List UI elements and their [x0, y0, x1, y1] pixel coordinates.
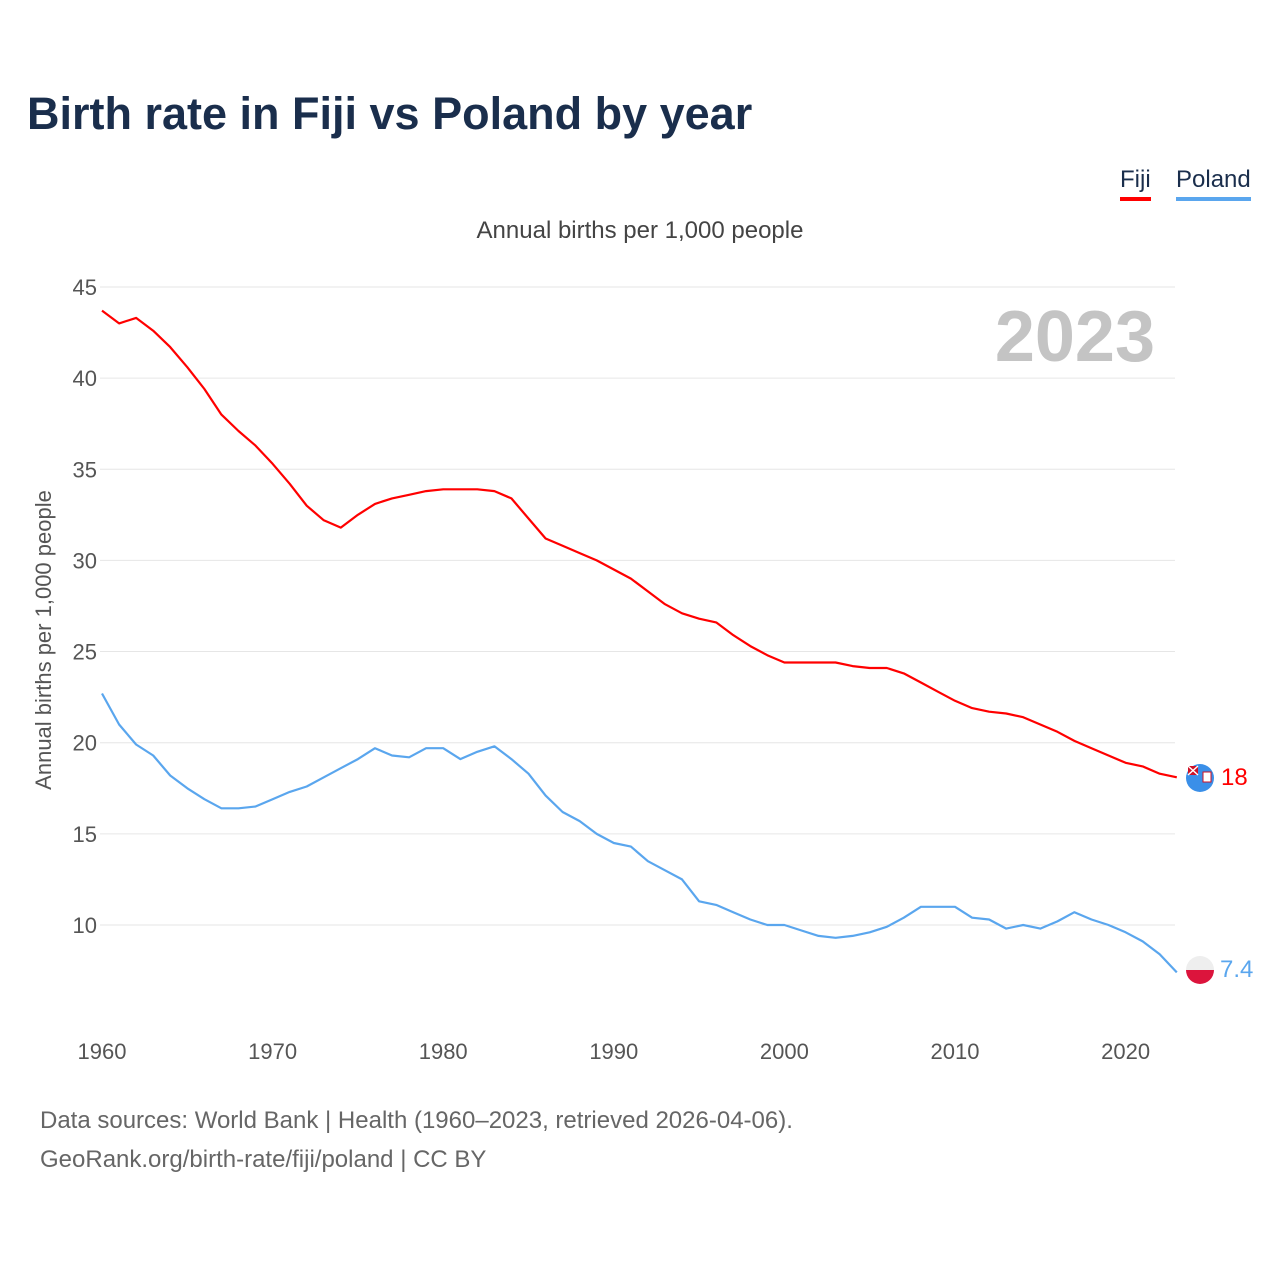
fiji-end-label: 18	[1221, 764, 1248, 791]
year-watermark: 2023	[995, 297, 1155, 377]
legend-fiji[interactable]: Fiji	[1120, 166, 1151, 201]
y-tick-label: 35	[73, 457, 97, 482]
y-tick-label: 15	[73, 822, 97, 847]
y-tick-label: 10	[73, 913, 97, 938]
y-axis-label: Annual births per 1,000 people	[31, 490, 56, 790]
x-tick-label: 1990	[589, 1039, 638, 1064]
y-tick-label: 20	[73, 731, 97, 756]
x-tick-label: 1980	[419, 1039, 468, 1064]
footer-sources: Data sources: World Bank | Health (1960–…	[40, 1107, 793, 1134]
poland-series-line	[101, 692, 1178, 974]
x-tick-label: 1970	[248, 1039, 297, 1064]
x-tick-label: 2020	[1101, 1039, 1150, 1064]
poland-end-label: 7.4	[1220, 956, 1253, 983]
chart-title: Birth rate in Fiji vs Poland by year	[27, 88, 753, 139]
legend-poland[interactable]: Poland	[1176, 166, 1251, 201]
y-tick-label: 40	[73, 366, 97, 391]
fiji-series-line	[101, 309, 1178, 779]
poland-flag-icon	[1186, 956, 1214, 984]
fiji-flag-icon	[1186, 764, 1214, 792]
x-tick-label: 2000	[760, 1039, 809, 1064]
x-tick-label: 1960	[78, 1039, 127, 1064]
chart-subtitle: Annual births per 1,000 people	[476, 217, 804, 244]
x-tick-label: 2010	[931, 1039, 980, 1064]
y-tick-label: 25	[73, 640, 97, 665]
y-tick-label: 30	[73, 548, 97, 573]
y-tick-label: 45	[73, 275, 97, 300]
footer-link[interactable]: GeoRank.org/birth-rate/fiji/poland | CC …	[40, 1146, 487, 1173]
